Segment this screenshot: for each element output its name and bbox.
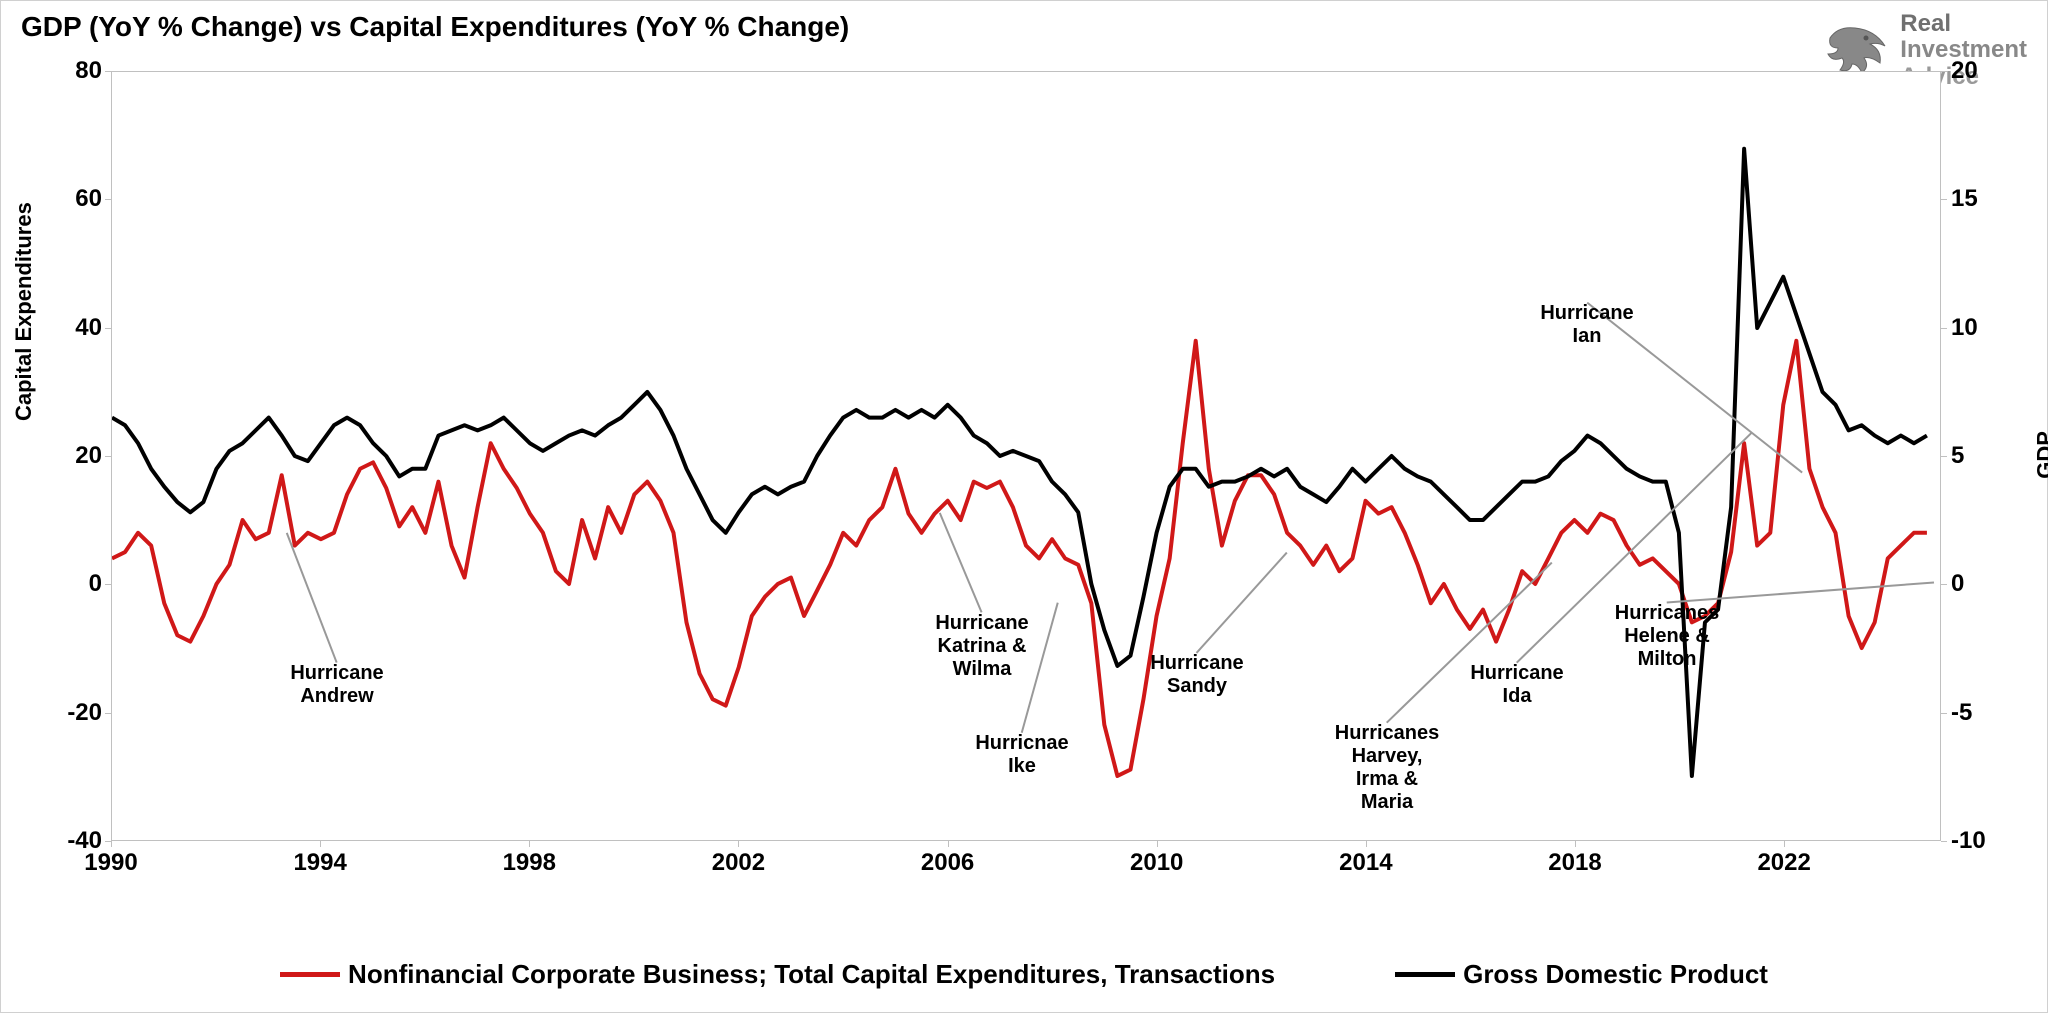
- y-left-tick: 20: [52, 442, 102, 470]
- annotation-label: HurricaneAndrew: [290, 662, 383, 708]
- plot-area: HurricaneAndrew HurricaneKatrina &Wilma Hu…: [111, 71, 1941, 841]
- legend-label: Gross Domestic Product: [1463, 959, 1768, 990]
- x-tick: 2018: [1548, 849, 1601, 877]
- legend-swatch: [280, 972, 340, 977]
- x-tick: 1990: [84, 849, 137, 877]
- y-right-tick: 15: [1951, 185, 1978, 213]
- y-left-tick: -20: [52, 699, 102, 727]
- y-left-tick: 0: [52, 570, 102, 598]
- x-tick: 2022: [1757, 849, 1810, 877]
- legend-item: Nonfinancial Corporate Business; Total C…: [280, 959, 1275, 990]
- x-tick: 2014: [1339, 849, 1392, 877]
- x-tick: 1994: [293, 849, 346, 877]
- x-tick: 2010: [1130, 849, 1183, 877]
- x-tick: 2006: [921, 849, 974, 877]
- legend-item: Gross Domestic Product: [1395, 959, 1768, 990]
- y-left-tick: 80: [52, 57, 102, 85]
- annotation-label: HurricaneIan: [1540, 302, 1633, 348]
- annotation-label: HurricnaeIke: [975, 732, 1068, 778]
- annotation-label: HurricaneKatrina &Wilma: [935, 612, 1028, 681]
- y-axis-left-label: Capital Expenditures: [11, 202, 37, 421]
- logo-line-1: Real: [1900, 11, 2027, 37]
- y-right-tick: -5: [1951, 699, 1972, 727]
- annotation-label: HurricanesHarvey,Irma &Maria: [1335, 722, 1440, 814]
- annotation-label: HurricaneSandy: [1150, 652, 1243, 698]
- y-right-tick: 10: [1951, 314, 1978, 342]
- y-right-tick: 20: [1951, 57, 1978, 85]
- y-right-tick: -10: [1951, 827, 1986, 855]
- legend-swatch: [1395, 972, 1455, 977]
- chart-title: GDP (YoY % Change) vs Capital Expenditur…: [21, 11, 849, 43]
- legend: Nonfinancial Corporate Business; Total C…: [1, 959, 2047, 990]
- chart-lines: [112, 72, 1940, 840]
- legend-label: Nonfinancial Corporate Business; Total C…: [348, 959, 1275, 990]
- y-left-tick: 60: [52, 185, 102, 213]
- y-axis-right-label: GDP: [2033, 431, 2048, 479]
- annotation-label: HurricanesHelene &Milton: [1615, 602, 1720, 671]
- x-tick: 2002: [712, 849, 765, 877]
- y-right-tick: 5: [1951, 442, 1964, 470]
- x-tick: 1998: [503, 849, 556, 877]
- annotation-label: HurricaneIda: [1470, 662, 1563, 708]
- y-left-tick: 40: [52, 314, 102, 342]
- y-right-tick: 0: [1951, 570, 1964, 598]
